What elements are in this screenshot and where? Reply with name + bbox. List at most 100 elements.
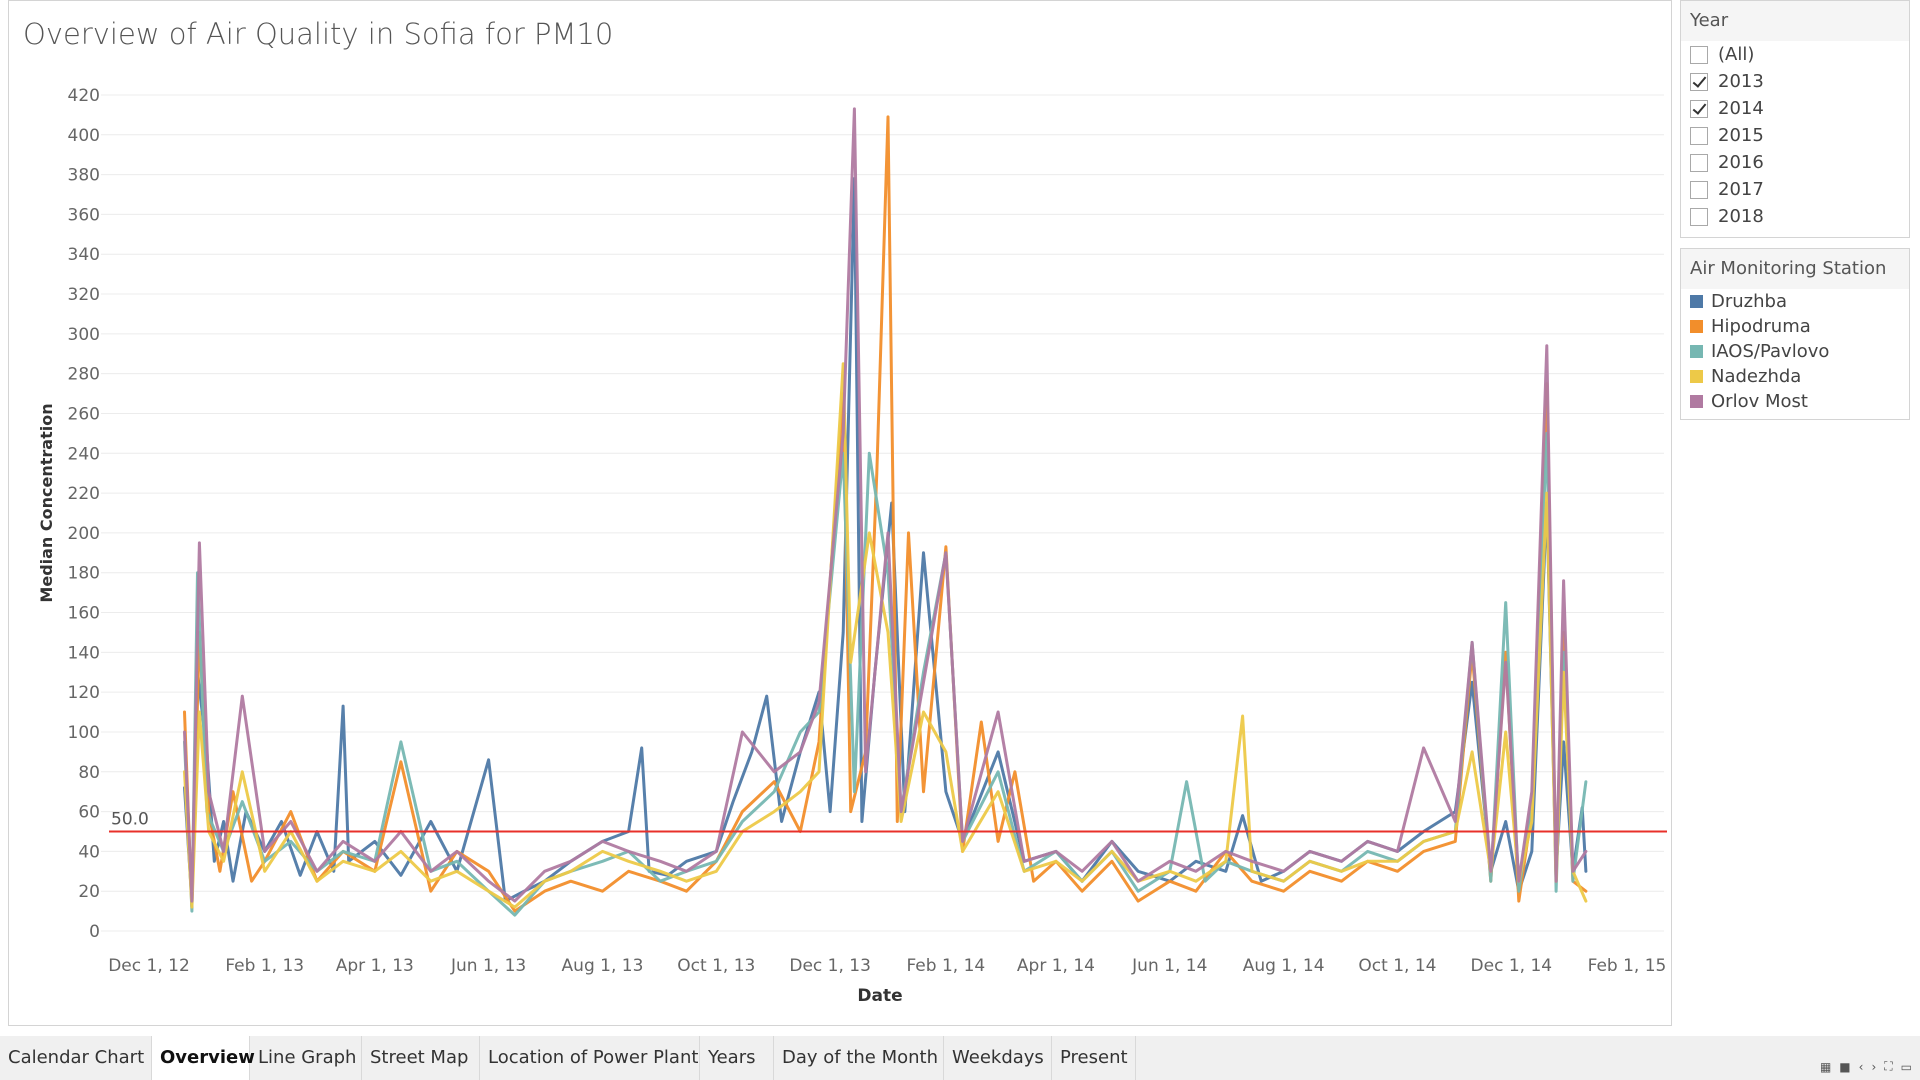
y-tick-label: 280 (68, 365, 100, 385)
series-line-hipodruma[interactable] (183, 115, 1588, 913)
y-tick-label: 80 (78, 763, 100, 783)
series-line-druzhba[interactable] (183, 177, 1588, 903)
sheet-tab-bar: Calendar Chart Overview Line Graph Street M… (0, 1036, 1920, 1080)
y-tick-label: 100 (68, 723, 100, 743)
tab-overview[interactable]: Overview (152, 1036, 255, 1080)
y-tick-label: 340 (68, 245, 100, 265)
y-tick-label: 320 (68, 285, 100, 305)
y-tick-label: 60 (78, 803, 100, 823)
legend-swatch (1690, 345, 1703, 358)
checkbox[interactable] (1690, 180, 1708, 199)
x-tick-label: Apr 1, 14 (1017, 956, 1095, 976)
checkbox[interactable] (1690, 45, 1708, 64)
y-tick-label: 180 (68, 564, 100, 584)
year-option[interactable]: (All) (1681, 41, 1909, 68)
y-axis-label: Median Concentration (37, 403, 56, 602)
checkbox[interactable] (1690, 99, 1708, 118)
year-option-label: 2014 (1718, 98, 1764, 119)
x-tick-label: Oct 1, 13 (677, 956, 755, 976)
checkbox[interactable] (1690, 126, 1708, 145)
grid-view-icon[interactable]: ▦ (1819, 1059, 1832, 1074)
year-filter: Year (All) 2013 2014 2015 2016 2017 2018 (1680, 0, 1910, 238)
legend-title: Air Monitoring Station (1681, 249, 1909, 289)
x-tick-label: Oct 1, 14 (1358, 956, 1436, 976)
y-tick-label: 20 (78, 882, 100, 902)
y-tick-label: 120 (68, 683, 100, 703)
legend-item[interactable]: Nadezhda (1681, 364, 1909, 389)
y-tick-label: 300 (68, 325, 100, 345)
checkbox[interactable] (1690, 207, 1708, 226)
prev-sheet-icon[interactable]: ‹ (1858, 1059, 1864, 1074)
x-tick-label: Dec 1, 12 (108, 956, 190, 976)
y-tick-label: 360 (68, 205, 100, 225)
year-option-label: 2017 (1718, 179, 1764, 200)
page-title: Overview of Air Quality in Sofia for PM1… (23, 17, 614, 51)
x-tick-label: Dec 1, 14 (1471, 956, 1553, 976)
legend-item[interactable]: Hipodruma (1681, 314, 1909, 339)
tab-line-graph[interactable]: Line Graph (250, 1036, 362, 1080)
year-option-label: 2015 (1718, 125, 1764, 146)
y-tick-label: 380 (68, 166, 100, 186)
y-tick-label: 260 (68, 404, 100, 424)
single-view-icon[interactable]: ■ (1839, 1059, 1851, 1074)
year-filter-list: (All) 2013 2014 2015 2016 2017 2018 (1681, 41, 1909, 230)
y-tick-label: 200 (68, 524, 100, 544)
station-legend: Air Monitoring Station Druzhba Hipodruma I… (1680, 248, 1910, 420)
legend-swatch (1690, 295, 1703, 308)
view-controls: ▦ ■ ‹ › ⛶ ▭ (1820, 1059, 1912, 1074)
series-line-orlov-most[interactable] (183, 107, 1588, 903)
tab-day-of-the-month[interactable]: Day of the Month (774, 1036, 944, 1080)
legend-item[interactable]: IAOS/Pavlovo (1681, 339, 1909, 364)
legend-item[interactable]: Orlov Most (1681, 389, 1909, 414)
year-option[interactable]: 2017 (1681, 176, 1909, 203)
series-line-nadezhda[interactable] (183, 362, 1588, 909)
checkbox[interactable] (1690, 72, 1708, 91)
legend-list: Druzhba Hipodruma IAOS/Pavlovo Nadezhda Orlo… (1681, 289, 1909, 414)
legend-swatch (1690, 395, 1703, 408)
tab-street-map[interactable]: Street Map (362, 1036, 480, 1080)
y-tick-label: 420 (68, 86, 100, 106)
tab-location-of-power-plant[interactable]: Location of Power Plant (480, 1036, 700, 1080)
present-mode-icon[interactable]: ▭ (1900, 1059, 1912, 1074)
x-tick-label: Aug 1, 14 (1243, 956, 1325, 976)
y-tick-label: 0 (89, 922, 100, 942)
legend-swatch (1690, 320, 1703, 333)
reference-line: 50.0 (109, 809, 1667, 833)
next-sheet-icon[interactable]: › (1871, 1059, 1877, 1074)
year-option[interactable]: 2014 (1681, 95, 1909, 122)
x-axis-label: Date (857, 986, 902, 1006)
fullscreen-icon[interactable]: ⛶ (1884, 1059, 1893, 1073)
legend-label: Nadezhda (1711, 366, 1802, 387)
legend-swatch (1690, 370, 1703, 383)
legend-label: Orlov Most (1711, 391, 1808, 412)
x-tick-label: Feb 1, 15 (1588, 956, 1667, 976)
legend-label: IAOS/Pavlovo (1711, 341, 1830, 362)
y-tick-label: 40 (78, 842, 100, 862)
tab-weekdays[interactable]: Weekdays (944, 1036, 1052, 1080)
y-axis-ticks: 0 20 40 60 80 100 120 140 160 180 200 220 240 260 280 3… (68, 86, 100, 942)
x-tick-label: Dec 1, 13 (789, 956, 871, 976)
legend-label: Druzhba (1711, 291, 1787, 312)
year-option[interactable]: 2013 (1681, 68, 1909, 95)
y-tick-label: 240 (68, 444, 100, 464)
checkbox[interactable] (1690, 153, 1708, 172)
x-tick-label: Jun 1, 14 (1131, 956, 1207, 976)
tab-present[interactable]: Present (1052, 1036, 1136, 1080)
y-tick-label: 400 (68, 126, 100, 146)
year-option[interactable]: 2018 (1681, 203, 1909, 230)
tab-calendar-chart[interactable]: Calendar Chart (0, 1036, 152, 1080)
year-option-label: 2016 (1718, 152, 1764, 173)
legend-item[interactable]: Druzhba (1681, 289, 1909, 314)
year-option[interactable]: 2015 (1681, 122, 1909, 149)
series-lines[interactable] (183, 107, 1588, 917)
y-tick-label: 160 (68, 604, 100, 624)
year-option-label: (All) (1718, 44, 1755, 65)
year-option[interactable]: 2016 (1681, 149, 1909, 176)
legend-label: Hipodruma (1711, 316, 1811, 337)
tab-years[interactable]: Years (700, 1036, 774, 1080)
line-chart[interactable]: 0 20 40 60 80 100 120 140 160 180 200 220 240 260 280 3… (9, 1, 1671, 1025)
x-axis-ticks: Dec 1, 12 Feb 1, 13 Apr 1, 13 Jun 1, 13 Aug … (108, 956, 1666, 976)
x-tick-label: Feb 1, 14 (906, 956, 985, 976)
x-tick-label: Jun 1, 13 (450, 956, 526, 976)
year-option-label: 2018 (1718, 206, 1764, 227)
